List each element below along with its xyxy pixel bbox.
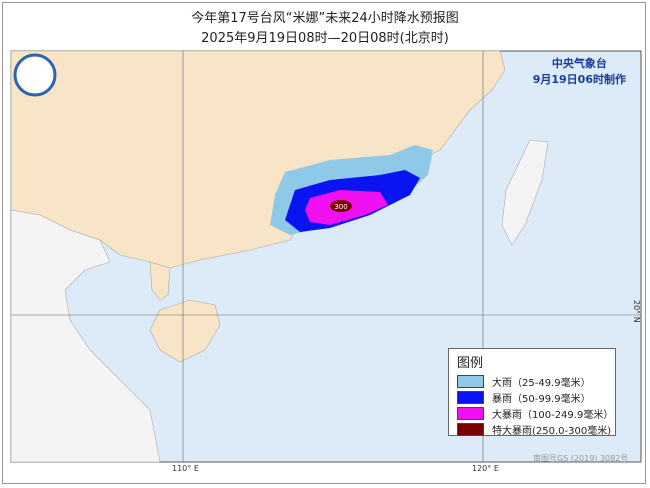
- legend-label: 特大暴雨(250.0-300毫米): [492, 425, 612, 437]
- taiwan-island: [501, 139, 549, 246]
- agency-name: 中央气象台: [551, 57, 607, 70]
- legend-label: 暴雨（50-99.9毫米）: [492, 393, 591, 405]
- tick-lon110: 110° E: [172, 464, 199, 473]
- legend: 图例 大雨（25-49.9毫米） 暴雨（50-99.9毫米） 大暴雨（100-2…: [448, 348, 616, 437]
- rain-extreme: [330, 200, 352, 212]
- legend-item: 特大暴雨(250.0-300毫米): [457, 421, 615, 437]
- tick-lat20: 20° N: [632, 300, 641, 323]
- legend-swatch: [457, 390, 484, 404]
- max-rainfall-label: 300: [334, 203, 347, 211]
- legend-item: 大暴雨（100-249.9毫米）: [457, 405, 615, 421]
- map-title: 今年第17号台风“米娜”未来24小时降水预报图: [191, 11, 459, 26]
- hainan-island: [149, 299, 221, 363]
- legend-swatch: [457, 374, 484, 388]
- agency-block: 中央气象台 9月19日06时制作: [533, 56, 626, 88]
- tick-lon120: 120° E: [472, 464, 499, 473]
- map-credit: 审图号GS (2019) 3082号: [533, 454, 629, 463]
- legend-item: 暴雨（50-99.9毫米）: [457, 389, 615, 405]
- issue-time: 9月19日06时制作: [532, 73, 626, 86]
- legend-swatch: [457, 406, 484, 420]
- legend-swatch: [457, 422, 484, 436]
- figure-frame: [2, 2, 646, 484]
- indochina-land: [10, 209, 161, 463]
- cma-logo: [13, 53, 57, 97]
- legend-label: 大雨（25-49.9毫米）: [492, 377, 591, 389]
- map-subtitle: 2025年9月19日08时—20日08时(北京时): [201, 31, 449, 46]
- leizhou-peninsula: [149, 261, 171, 301]
- legend-title: 图例: [457, 356, 484, 371]
- legend-label: 大暴雨（100-249.9毫米）: [492, 409, 614, 421]
- legend-item: 大雨（25-49.9毫米）: [457, 373, 615, 389]
